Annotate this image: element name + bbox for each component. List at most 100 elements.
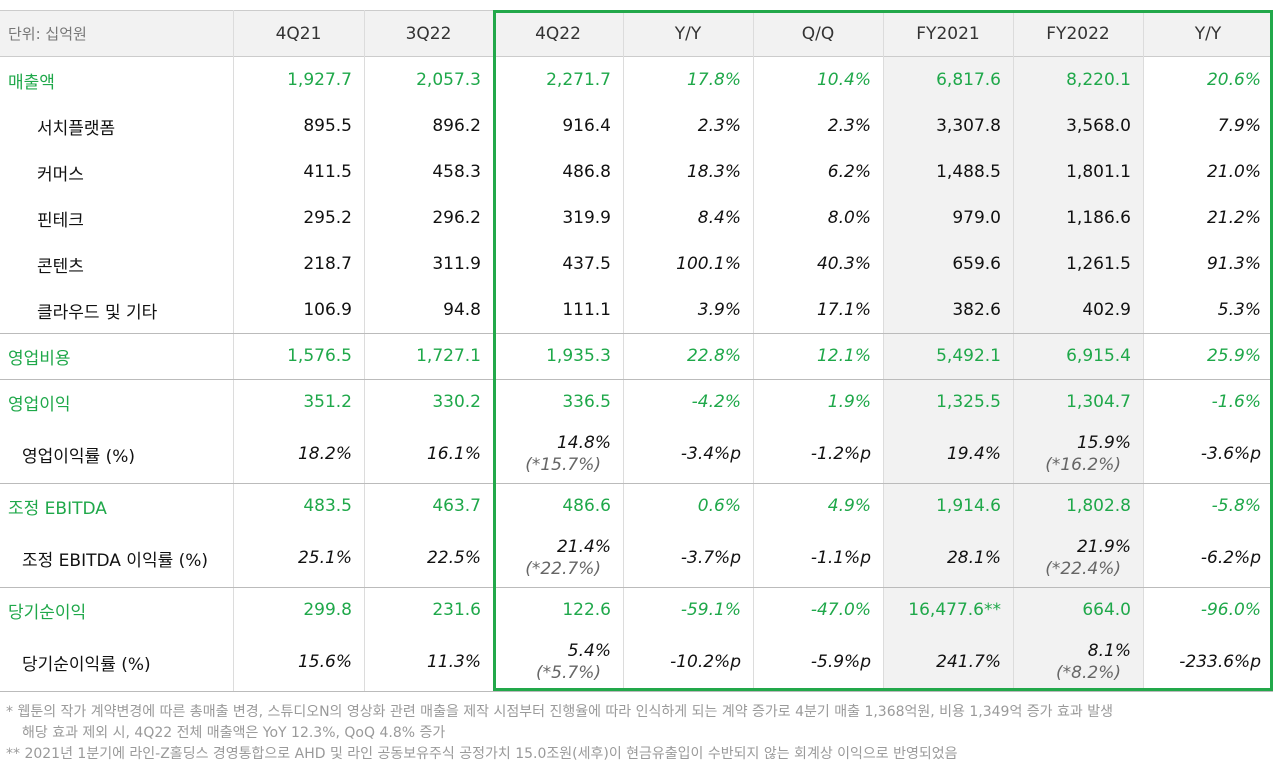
cell: -1.2%p (753, 425, 883, 483)
cell-value: -3.6%p (1200, 444, 1261, 464)
cell: 1,488.5 (883, 149, 1013, 195)
cell: 18.3% (623, 149, 753, 195)
cell-value: 94.8 (443, 300, 481, 320)
row-label: 콘텐츠 (37, 256, 84, 277)
cell-value: 18.2% (297, 444, 352, 464)
cell-value: 8.1% (1087, 641, 1131, 661)
cell: 1,802.8 (1013, 483, 1143, 529)
cell: 1,186.6 (1013, 195, 1143, 241)
cell: 21.9% (*22.4%) (1013, 529, 1143, 587)
cell: 106.9 (233, 287, 364, 333)
cell-value: 19.4% (946, 444, 1001, 464)
cell: 319.9 (493, 195, 623, 241)
cell: 17.8% (623, 57, 753, 103)
cell: 241.7% (883, 633, 1013, 691)
cell: 4.9% (753, 483, 883, 529)
cell-value: 664.0 (1082, 600, 1131, 620)
cell: 2.3% (753, 103, 883, 149)
cell-value: 0.6% (697, 496, 741, 516)
cell: 1,927.7 (233, 57, 364, 103)
cell-value: -6.2%p (1200, 548, 1261, 568)
row-label: 조정 EBITDA 이익률 (%) (22, 550, 209, 571)
cell: 5.4% (*5.7%) (493, 633, 623, 691)
cell: 299.8 (233, 587, 364, 633)
cell: 6,915.4 (1013, 333, 1143, 379)
cell-value: 402.9 (1082, 300, 1131, 320)
cell-value: 1,927.7 (287, 70, 352, 90)
cell-value: -5.9%p (810, 652, 871, 672)
column-divider (364, 10, 365, 691)
header-cell: 4Q21 (275, 23, 322, 44)
cell: 17.1% (753, 287, 883, 333)
row-label: 영업이익률 (%) (22, 446, 136, 467)
cell: 311.9 (364, 241, 493, 287)
row-label: 당기순이익 (8, 602, 87, 623)
cell-value: -1.1%p (810, 548, 871, 568)
cell-value: -1.2%p (810, 444, 871, 464)
cell-value: 458.3 (432, 162, 481, 182)
cell-value: 106.9 (303, 300, 352, 320)
cell-value: -3.7%p (680, 548, 741, 568)
cell-value: 122.6 (562, 600, 611, 620)
cell: 91.3% (1143, 241, 1273, 287)
cell: 22.5% (364, 529, 493, 587)
cell-value: 486.8 (562, 162, 611, 182)
cell: 916.4 (493, 103, 623, 149)
cell: -1.6% (1143, 379, 1273, 425)
cell-value: 483.5 (303, 496, 352, 516)
cell-value: 17.1% (816, 300, 871, 320)
cell: -10.2%p (623, 633, 753, 691)
cell-value: 5,492.1 (936, 346, 1001, 366)
header-cell: 단위: 십억원 (8, 25, 87, 43)
cell-value: 2.3% (827, 116, 871, 136)
cell-value: 895.5 (303, 116, 352, 136)
cell: -96.0% (1143, 587, 1273, 633)
cell-value: 2.3% (697, 116, 741, 136)
column-divider (233, 10, 234, 691)
cell: 463.7 (364, 483, 493, 529)
cell: 7.9% (1143, 103, 1273, 149)
cell: 1,914.6 (883, 483, 1013, 529)
cell: -233.6%p (1143, 633, 1273, 691)
cell-value: 5.4% (567, 641, 611, 661)
cell-value: -10.2%p (670, 652, 741, 672)
cell: 659.6 (883, 241, 1013, 287)
cell: 11.3% (364, 633, 493, 691)
cell: -3.4%p (623, 425, 753, 483)
cell: 8,220.1 (1013, 57, 1143, 103)
header-cell: FY2021 (916, 23, 980, 44)
cell: 122.6 (493, 587, 623, 633)
row-label: 조정 EBITDA (8, 498, 107, 519)
cell-value: -96.0% (1200, 600, 1261, 620)
cell-value: -1.6% (1211, 392, 1261, 412)
cell-value: 12.1% (816, 346, 871, 366)
cell-value: 100.1% (676, 254, 741, 274)
column-divider (883, 10, 884, 691)
cell-value: -59.1% (680, 600, 741, 620)
cell-value: 1,801.1 (1066, 162, 1131, 182)
highlight-box (493, 10, 1273, 691)
cell: -6.2%p (1143, 529, 1273, 587)
cell-value: 8.4% (697, 208, 741, 228)
cell-value: -4.2% (691, 392, 741, 412)
cell: 296.2 (364, 195, 493, 241)
row-label: 매출액 (8, 72, 55, 93)
cell-subvalue: (*5.7%) (536, 663, 601, 683)
header-cell: Q/Q (801, 23, 835, 44)
cell-value: 231.6 (432, 600, 481, 620)
cell: 1,304.7 (1013, 379, 1143, 425)
cell-value: 25.1% (297, 548, 352, 568)
cell: 6.2% (753, 149, 883, 195)
cell: 351.2 (233, 379, 364, 425)
cell: 1,325.5 (883, 379, 1013, 425)
cell-value: 1,935.3 (546, 346, 611, 366)
cell-value: 6,817.6 (936, 70, 1001, 90)
cell: 483.5 (233, 483, 364, 529)
cell: 5,492.1 (883, 333, 1013, 379)
cell-value: -47.0% (810, 600, 871, 620)
cell: 16.1% (364, 425, 493, 483)
cell: 231.6 (364, 587, 493, 633)
cell-value: 411.5 (303, 162, 352, 182)
cell: 3,568.0 (1013, 103, 1143, 149)
cell: 40.3% (753, 241, 883, 287)
